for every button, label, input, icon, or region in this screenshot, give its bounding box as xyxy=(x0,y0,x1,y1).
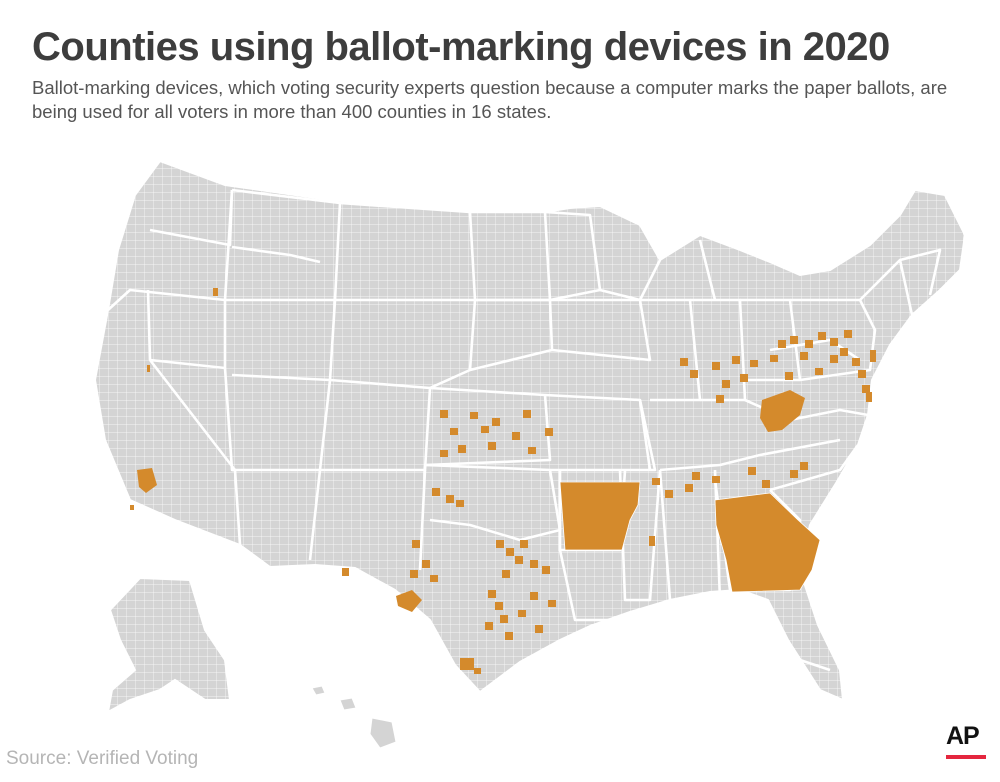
highlighted-counties-scattered xyxy=(130,288,876,674)
hawaii-islands xyxy=(311,685,397,749)
ap-logo-bar xyxy=(946,755,986,759)
highlighted-counties-states xyxy=(559,481,821,593)
source-note: Source: Verified Voting xyxy=(6,748,199,769)
map-title: Counties using ballot-marking devices in… xyxy=(32,25,890,69)
arkansas-counties xyxy=(559,481,641,551)
alaska-landmass xyxy=(106,576,232,714)
map-subtitle: Ballot-marking devices, which voting sec… xyxy=(32,77,948,122)
contiguous-us-landmass xyxy=(93,159,967,702)
ap-logo-text: AP xyxy=(946,722,980,750)
ap-logo: AP xyxy=(946,722,986,762)
georgia-counties xyxy=(714,492,821,593)
